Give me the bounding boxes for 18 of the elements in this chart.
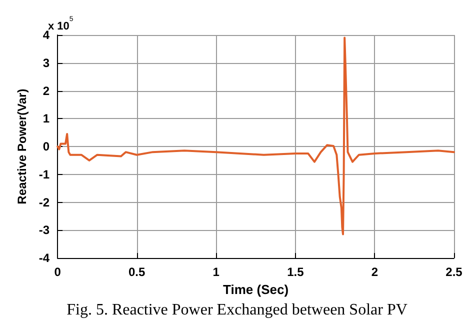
y-tick-label: -4 — [38, 251, 50, 265]
x-tick-label: 2 — [371, 265, 378, 279]
x-tick-label: 2.5 — [446, 265, 463, 279]
x-tick-label: 0.5 — [128, 265, 146, 279]
x-axis-title: Time (Sec) — [223, 282, 289, 297]
y-tick-label: 3 — [42, 56, 50, 70]
y-tick-label: 4 — [42, 28, 50, 42]
x-tick-label: 0 — [54, 265, 62, 279]
y-tick-label: 2 — [42, 84, 50, 98]
caption: Fig. 5. Reactive Power Exchanged between Solar PV — [66, 302, 408, 318]
x-tick-label: 1 — [212, 265, 220, 279]
x-tick-label: 1.5 — [287, 265, 304, 279]
y-tick-label: -2 — [38, 195, 50, 210]
y-tick-label: 1 — [42, 112, 50, 126]
y-tick-label: 0 — [42, 140, 50, 154]
y-tick-label: -1 — [38, 167, 50, 182]
y-tick-label: -3 — [38, 223, 50, 238]
y-axis-title: Reactive Power(Var) — [15, 88, 29, 204]
